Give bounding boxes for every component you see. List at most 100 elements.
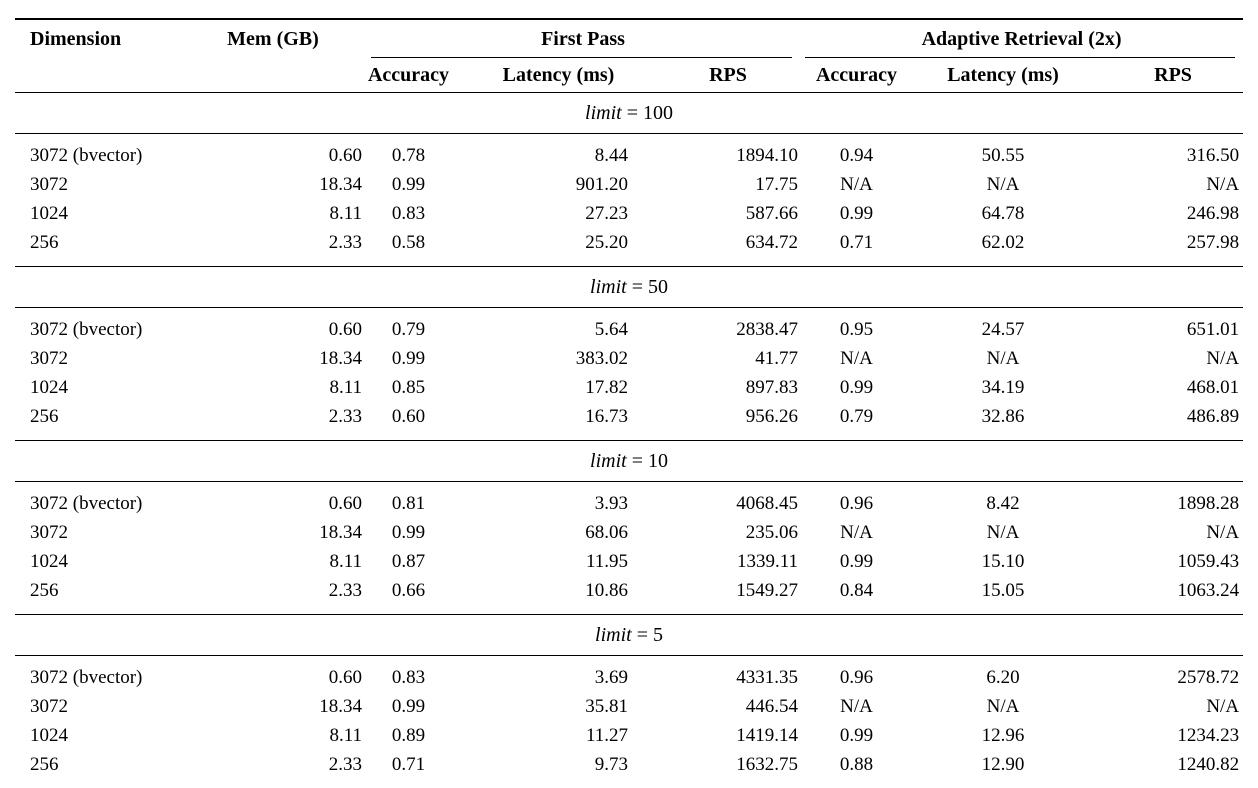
- cell-fp-latency: 5.64: [594, 318, 628, 340]
- cell-fp-accuracy: 0.99: [391, 173, 426, 195]
- cell-ar-accuracy: N/A: [840, 521, 873, 543]
- cell-dimension: 256: [30, 753, 59, 775]
- cell-fp-rps: 587.66: [745, 202, 799, 224]
- table-row: 3072 (bvector) 0.60 0.79 5.64 2838.47 0.…: [15, 308, 1243, 345]
- cell-fp-rps: 956.26: [745, 405, 799, 427]
- cell-fp-rps: 2838.47: [736, 318, 799, 340]
- cell-fp-accuracy: 0.78: [391, 144, 426, 166]
- cell-ar-accuracy: 0.84: [839, 579, 874, 601]
- table-row: 1024 8.11 0.85 17.82 897.83 0.99 34.19 4…: [15, 373, 1243, 402]
- limit-variable: limit: [590, 275, 627, 298]
- cell-mem: 8.11: [329, 724, 362, 746]
- cell-ar-accuracy: 0.79: [839, 405, 874, 427]
- section-title-text: limit = 10: [15, 440, 1244, 482]
- cell-mem: 0.60: [328, 492, 362, 514]
- cell-fp-accuracy: 0.66: [391, 579, 426, 601]
- cell-ar-latency: N/A: [986, 695, 1020, 717]
- cell-mem: 8.11: [329, 202, 362, 224]
- cell-fp-rps: 1894.10: [736, 144, 799, 166]
- cell-fp-latency: 8.44: [594, 144, 628, 166]
- cell-dimension: 3072: [30, 347, 68, 369]
- cell-ar-rps: 1063.24: [1177, 579, 1240, 601]
- cell-fp-latency: 383.02: [575, 347, 628, 369]
- cell-ar-latency: 12.90: [981, 753, 1025, 775]
- cell-fp-accuracy: 0.79: [391, 318, 426, 340]
- cell-ar-rps: N/A: [1206, 347, 1240, 369]
- cell-dimension: 1024: [30, 550, 68, 572]
- cell-fp-rps: 1339.11: [736, 550, 799, 572]
- cell-ar-accuracy: 0.96: [839, 666, 874, 688]
- cell-fp-latency: 16.73: [585, 405, 628, 427]
- cell-ar-latency: 6.20: [986, 666, 1020, 688]
- cell-fp-accuracy: 0.85: [391, 376, 426, 398]
- cell-dimension: 3072: [30, 521, 68, 543]
- cell-dimension: 256: [30, 579, 59, 601]
- column-header-fp-accuracy: Accuracy: [366, 58, 491, 93]
- cell-mem: 8.11: [329, 376, 362, 398]
- cell-ar-accuracy: N/A: [840, 695, 873, 717]
- cell-fp-accuracy: 0.83: [391, 202, 426, 224]
- cell-fp-latency: 10.86: [585, 579, 628, 601]
- cell-fp-accuracy: 0.99: [391, 521, 426, 543]
- cell-fp-rps: 1632.75: [736, 753, 799, 775]
- table-row: 1024 8.11 0.87 11.95 1339.11 0.99 15.10 …: [15, 547, 1243, 576]
- cell-ar-latency: 15.05: [981, 579, 1025, 601]
- cell-ar-accuracy: 0.99: [839, 376, 874, 398]
- cell-ar-rps: 1059.43: [1177, 550, 1240, 572]
- cell-mem: 18.34: [319, 173, 362, 195]
- group-header-first-pass: First Pass: [366, 19, 800, 58]
- cell-mem: 2.33: [328, 753, 362, 775]
- cell-fp-latency: 25.20: [585, 231, 628, 253]
- cell-ar-accuracy: 0.99: [839, 550, 874, 572]
- cell-dimension: 3072 (bvector): [30, 144, 143, 166]
- cell-fp-accuracy: 0.89: [391, 724, 426, 746]
- cell-dimension: 3072 (bvector): [30, 318, 143, 340]
- section-title-text: limit = 5: [15, 614, 1244, 656]
- limit-value: = 5: [636, 623, 663, 646]
- cell-ar-accuracy: N/A: [840, 347, 873, 369]
- limit-variable: limit: [595, 623, 632, 646]
- column-header-ar-latency: Latency (ms): [933, 58, 1104, 93]
- cell-ar-accuracy: 0.94: [839, 144, 874, 166]
- cell-dimension: 3072: [30, 695, 68, 717]
- cell-fp-accuracy: 0.58: [391, 231, 426, 253]
- cell-fp-accuracy: 0.71: [391, 753, 426, 775]
- cell-ar-latency: 8.42: [986, 492, 1020, 514]
- cell-ar-accuracy: 0.99: [839, 724, 874, 746]
- table-row: 3072 18.34 0.99 68.06 235.06 N/A N/A N/A: [15, 518, 1243, 547]
- cell-dimension: 3072: [30, 173, 68, 195]
- cell-ar-rps: 2578.72: [1177, 666, 1240, 688]
- cell-dimension: 1024: [30, 202, 68, 224]
- cell-ar-latency: 15.10: [981, 550, 1025, 572]
- cell-fp-accuracy: 0.81: [391, 492, 426, 514]
- section-header-limit-10: limit = 10: [15, 440, 1244, 482]
- cell-mem: 0.60: [328, 318, 362, 340]
- cell-fp-latency: 11.95: [585, 550, 628, 572]
- cell-ar-rps: N/A: [1206, 173, 1240, 195]
- cell-mem: 2.33: [328, 231, 362, 253]
- cell-ar-rps: N/A: [1206, 521, 1240, 543]
- cell-fp-rps: 634.72: [745, 231, 799, 253]
- section-header-limit-100: limit = 100: [15, 92, 1244, 134]
- cell-ar-latency: 64.78: [981, 202, 1025, 224]
- cell-fp-latency: 27.23: [585, 202, 628, 224]
- cell-ar-latency: 24.57: [981, 318, 1025, 340]
- cell-fp-latency: 11.27: [585, 724, 628, 746]
- cell-fp-latency: 35.81: [585, 695, 628, 717]
- cell-dimension: 1024: [30, 376, 68, 398]
- cell-fp-rps: 1419.14: [736, 724, 799, 746]
- cell-fp-accuracy: 0.87: [391, 550, 426, 572]
- cell-mem: 2.33: [328, 405, 362, 427]
- header-row-sub: Accuracy Latency (ms) RPS Accuracy Laten…: [15, 58, 1244, 93]
- cell-ar-rps: N/A: [1206, 695, 1240, 717]
- cell-ar-accuracy: 0.88: [839, 753, 874, 775]
- header-row-groups: Dimension Mem (GB) First Pass Adaptive R…: [15, 19, 1243, 58]
- section-header-limit-5: limit = 5: [15, 614, 1244, 656]
- limit-variable: limit: [590, 449, 627, 472]
- cell-mem: 18.34: [319, 695, 362, 717]
- table-row: 3072 18.34 0.99 901.20 17.75 N/A N/A N/A: [15, 170, 1243, 199]
- column-header-fp-rps: RPS: [656, 58, 801, 93]
- table-row: 3072 (bvector) 0.60 0.81 3.93 4068.45 0.…: [15, 482, 1243, 519]
- table-row: 3072 18.34 0.99 383.02 41.77 N/A N/A N/A: [15, 344, 1243, 373]
